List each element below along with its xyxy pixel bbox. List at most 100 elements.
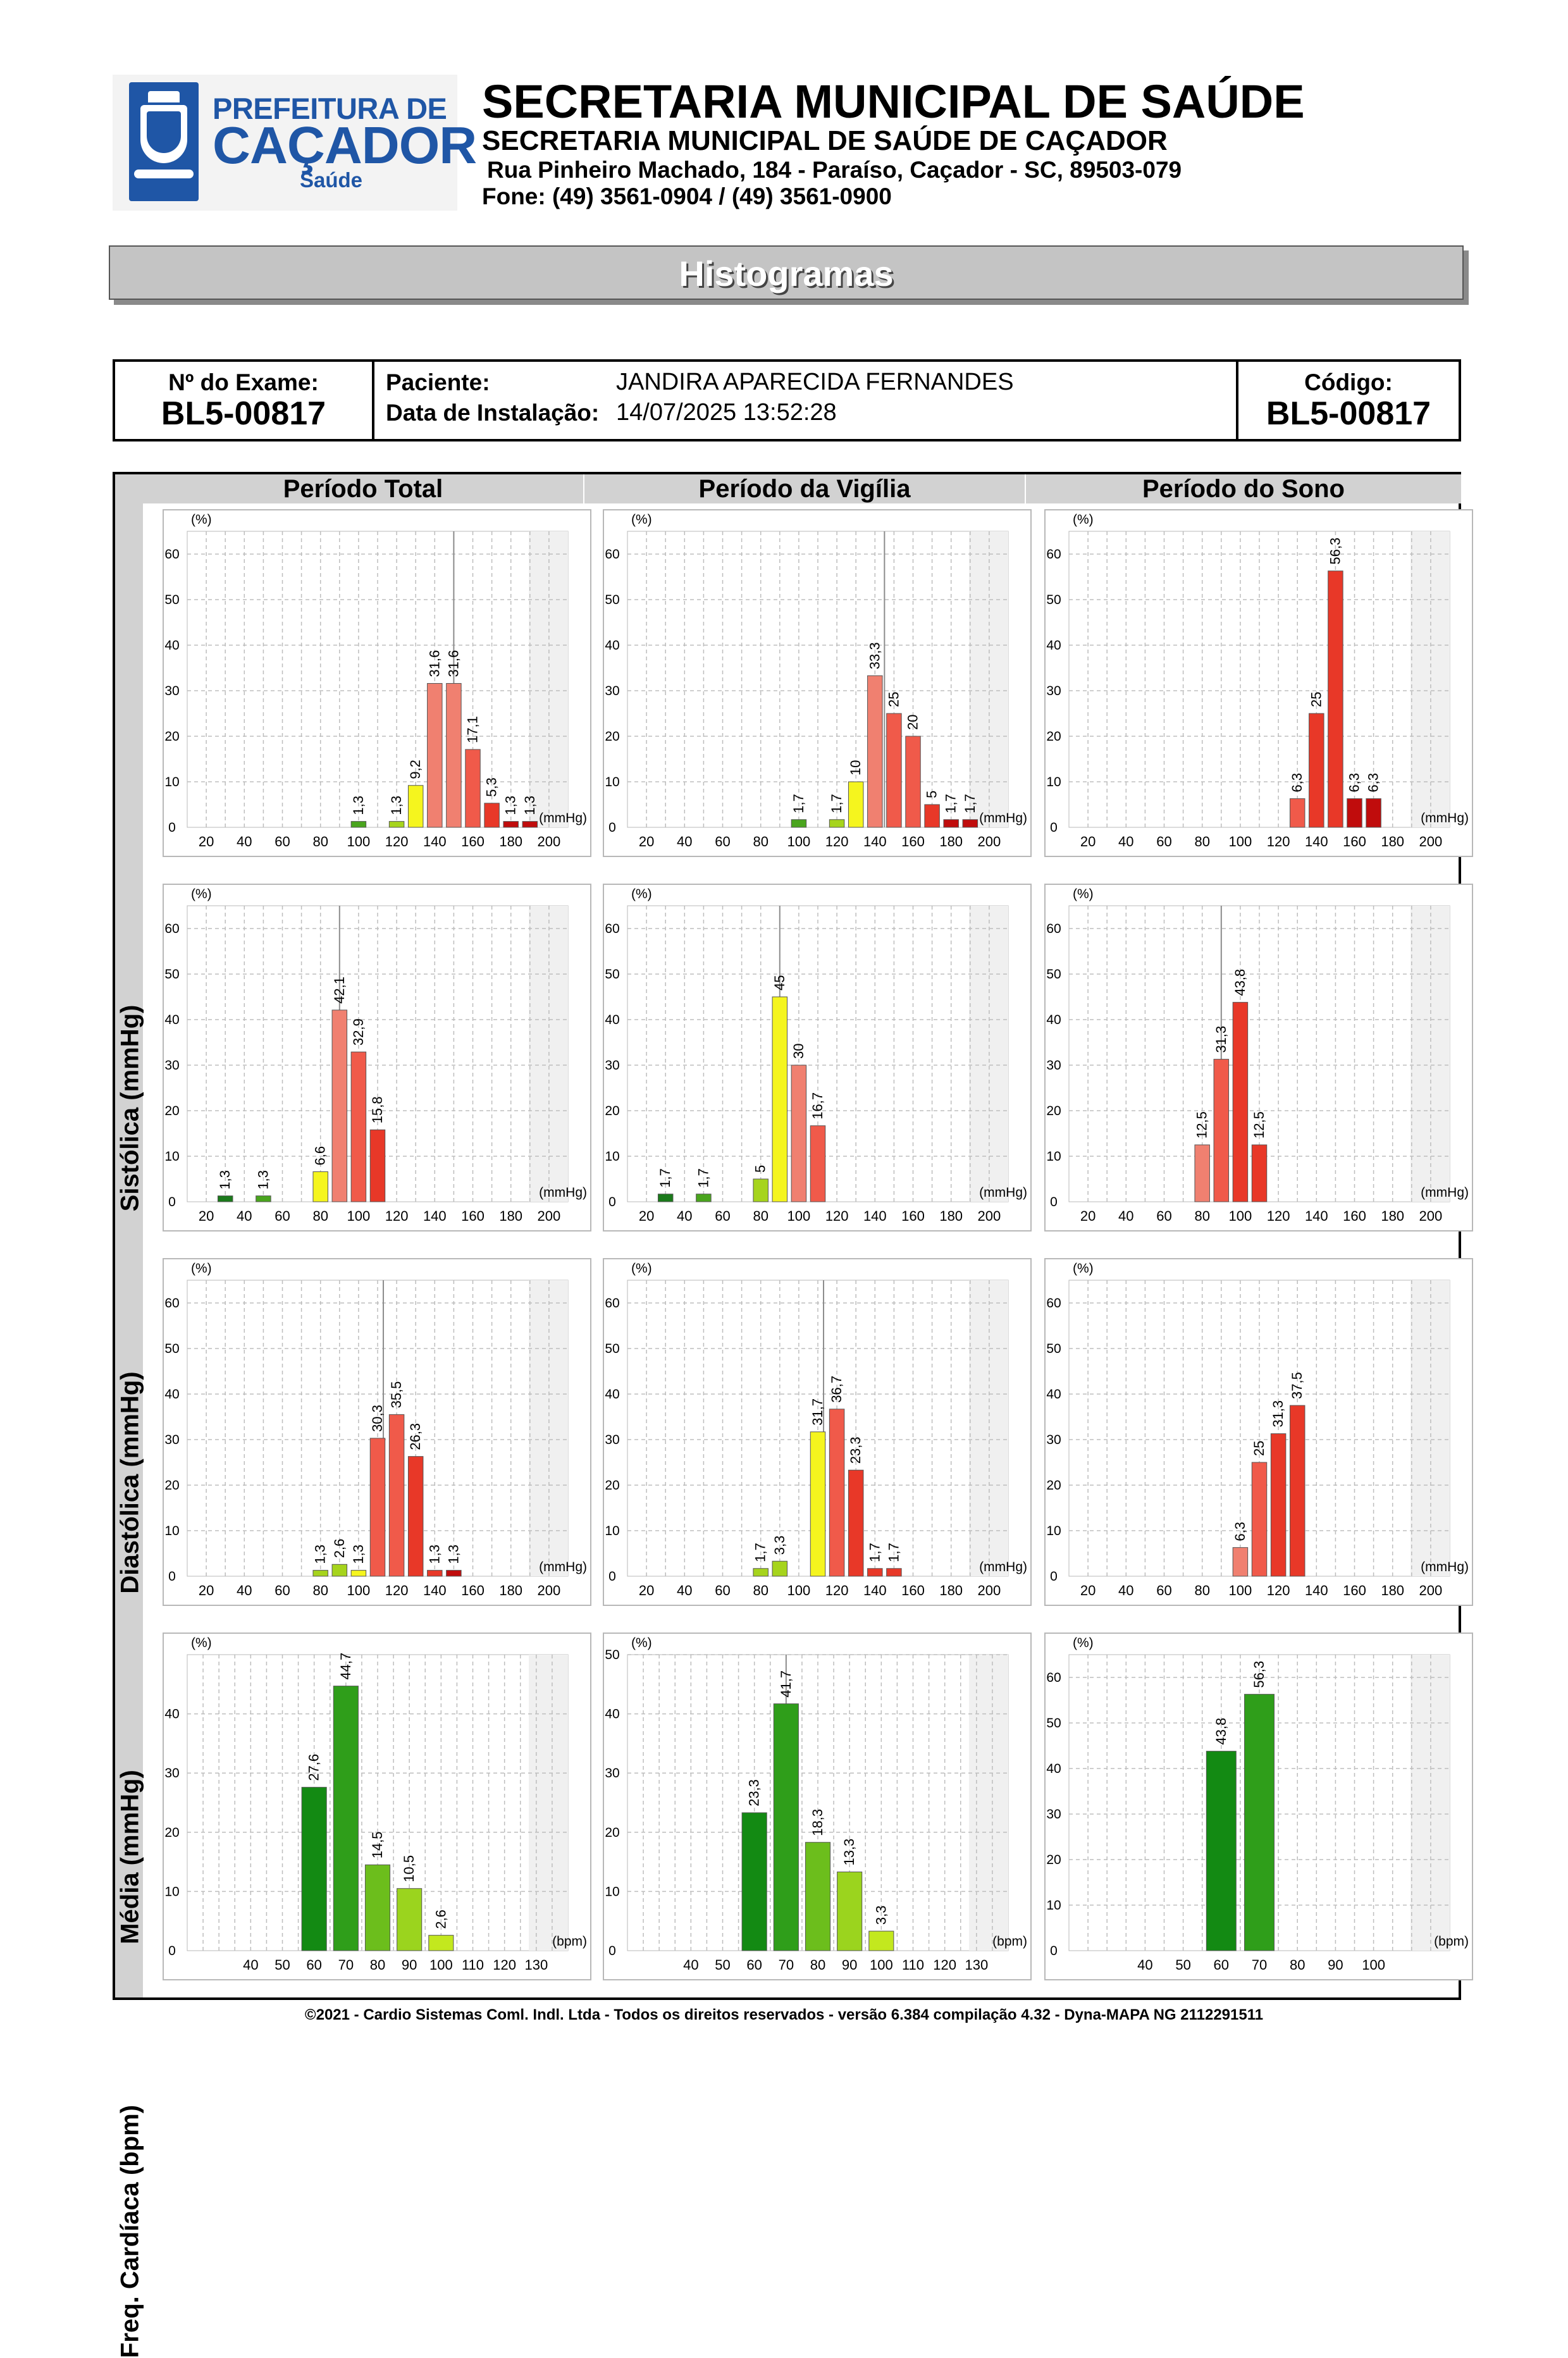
- histogram-bar: [1194, 1144, 1210, 1202]
- y-tick-label: 40: [605, 1013, 619, 1027]
- y-tick-label: 10: [605, 1149, 619, 1164]
- histogram-bar: [810, 1431, 826, 1577]
- y-tick-label: 0: [608, 1569, 616, 1584]
- x-tick-label: 90: [842, 1957, 857, 1973]
- y-tick-label: 20: [164, 1104, 179, 1118]
- x-tick-label: 70: [338, 1957, 354, 1973]
- x-unit-label: (mmHg): [539, 1185, 587, 1200]
- y-tick-label: 10: [164, 1149, 179, 1164]
- histogram-bar: [522, 821, 538, 828]
- histogram-bar: [829, 1409, 845, 1577]
- x-unit-label: (mmHg): [979, 1185, 1027, 1200]
- y-unit-label: (%): [631, 887, 652, 901]
- plot-band: [969, 1655, 1008, 1951]
- histogram-bar: [772, 1560, 788, 1577]
- info-separator: [372, 362, 374, 439]
- header-title: SECRETARIA MUNICIPAL DE SAÚDE: [482, 75, 1305, 128]
- x-tick-label: 20: [639, 1208, 654, 1224]
- x-tick-label: 140: [1305, 1208, 1328, 1224]
- y-unit-label: (%): [191, 1261, 212, 1276]
- x-tick-label: 110: [902, 1957, 924, 1973]
- bar-value-label: 6,3: [1366, 773, 1381, 793]
- bar-value-label: 1,7: [962, 794, 978, 813]
- x-tick-label: 180: [1381, 1208, 1404, 1224]
- bar-value-label: 43,8: [1213, 1718, 1229, 1745]
- histogram-bar: [1213, 1059, 1230, 1202]
- x-tick-label: 180: [1381, 1583, 1404, 1598]
- x-tick-label: 120: [933, 1957, 956, 1973]
- x-tick-label: 40: [1118, 1583, 1133, 1598]
- y-tick-label: 30: [164, 1766, 179, 1781]
- y-tick-label: 0: [168, 1944, 176, 1958]
- histogram-bar: [427, 1570, 443, 1577]
- x-tick-label: 80: [312, 834, 328, 849]
- x-unit-label: (mmHg): [979, 811, 1027, 825]
- header-address: Rua Pinheiro Machado, 184 - Paraíso, Caç…: [487, 157, 1182, 183]
- bar-value-label: 10: [848, 760, 863, 775]
- x-tick-label: 140: [423, 834, 447, 849]
- histogram-bar: [427, 682, 443, 828]
- histogram-bar: [1251, 1144, 1268, 1202]
- x-tick-label: 20: [639, 1583, 654, 1598]
- histogram-bar: [1347, 798, 1362, 828]
- y-tick-label: 10: [164, 775, 179, 789]
- y-tick-label: 20: [605, 1825, 619, 1840]
- y-tick-label: 60: [1046, 922, 1061, 936]
- y-tick-label: 20: [1046, 1104, 1061, 1118]
- bar-value-label: 20: [905, 715, 921, 730]
- bar-value-label: 1,7: [657, 1168, 673, 1188]
- y-tick-label: 60: [164, 922, 179, 936]
- x-tick-label: 40: [237, 1208, 252, 1224]
- x-tick-label: 60: [715, 1208, 730, 1224]
- histogram-bar: [331, 1009, 348, 1202]
- plot-band: [1411, 531, 1450, 827]
- x-tick-label: 60: [715, 834, 730, 849]
- x-tick-label: 40: [243, 1957, 258, 1973]
- plot-band: [529, 531, 568, 827]
- bar-value-label: 1,3: [350, 796, 366, 815]
- x-tick-label: 120: [1267, 834, 1290, 849]
- exam-number-label: Nº do Exame:: [168, 369, 319, 395]
- bar-value-label: 33,3: [867, 642, 882, 669]
- x-tick-label: 160: [461, 1208, 485, 1224]
- bar-value-label: 56,3: [1327, 538, 1343, 565]
- y-tick-label: 60: [1046, 547, 1061, 562]
- histogram-bar: [837, 1872, 863, 1951]
- histogram-bar: [1206, 1751, 1237, 1951]
- x-tick-label: 120: [385, 1583, 409, 1598]
- y-tick-label: 40: [164, 1387, 179, 1402]
- bar-value-label: 37,5: [1289, 1372, 1305, 1399]
- y-tick-label: 50: [1046, 1716, 1061, 1731]
- y-tick-label: 60: [1046, 1296, 1061, 1311]
- x-tick-label: 40: [677, 1583, 692, 1598]
- plot-band: [1411, 906, 1450, 1202]
- y-tick-label: 40: [1046, 638, 1061, 653]
- x-tick-label: 100: [1229, 834, 1252, 849]
- y-tick-label: 60: [605, 547, 619, 562]
- bar-value-label: 16,7: [810, 1092, 825, 1120]
- histogram-bar: [868, 1930, 894, 1951]
- x-tick-label: 140: [863, 1583, 887, 1598]
- y-tick-label: 0: [1050, 1195, 1058, 1209]
- histogram-bar: [388, 1414, 405, 1577]
- x-tick-label: 40: [237, 834, 252, 849]
- y-tick-label: 40: [605, 638, 619, 653]
- bar-value-label: 17,1: [465, 716, 481, 743]
- histogram-bar: [753, 1568, 769, 1577]
- x-tick-label: 60: [275, 834, 290, 849]
- histogram-bar: [829, 819, 845, 828]
- bar-value-label: 1,3: [312, 1545, 328, 1564]
- histogram-bar: [301, 1787, 327, 1951]
- x-unit-label: (mmHg): [539, 811, 587, 825]
- bar-value-label: 1,3: [522, 796, 538, 815]
- histogram-bar: [886, 713, 902, 828]
- x-tick-label: 80: [370, 1957, 385, 1973]
- histogram-bar: [1232, 1002, 1249, 1202]
- y-tick-label: 40: [1046, 1762, 1061, 1776]
- x-tick-label: 130: [965, 1957, 988, 1973]
- y-tick-label: 10: [1046, 1149, 1061, 1164]
- y-tick-label: 30: [164, 1433, 179, 1447]
- x-tick-label: 110: [462, 1957, 484, 1973]
- y-unit-label: (%): [631, 1636, 652, 1650]
- x-tick-label: 40: [677, 834, 692, 849]
